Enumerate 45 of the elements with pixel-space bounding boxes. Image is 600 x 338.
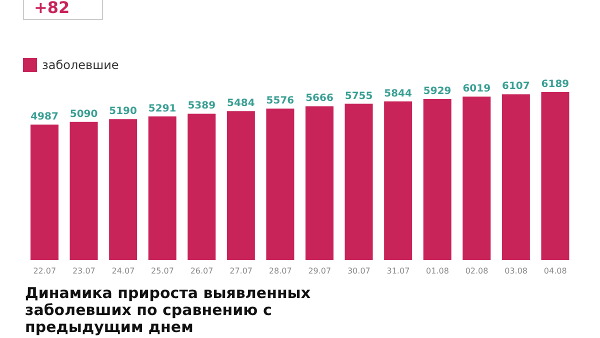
data-label: 5666 [306, 93, 334, 104]
bar [226, 111, 255, 260]
x-tick-label: 04.08 [544, 266, 567, 276]
data-label: 6019 [462, 84, 491, 95]
data-label: 6107 [502, 81, 530, 92]
bar [109, 119, 138, 260]
x-tick-label: 01.08 [426, 266, 449, 276]
legend-label: заболевшие [42, 57, 119, 73]
x-tick-label: 27.07 [230, 266, 253, 276]
bar [344, 104, 373, 260]
data-label: 5929 [423, 86, 452, 98]
data-label: 4987 [30, 112, 58, 123]
data-label: 5484 [227, 98, 255, 110]
bar [423, 99, 452, 260]
data-label: 5389 [188, 100, 216, 112]
bar [462, 96, 491, 260]
x-tick-label: 23.07 [72, 266, 96, 276]
bar [306, 106, 334, 260]
text: Динамика прироста выявленных заболевших по сравнению с предыдущим днем [25, 284, 312, 336]
bar [30, 124, 58, 260]
x-tick-label: 31.07 [386, 266, 410, 276]
bar [70, 122, 98, 260]
x-tick-label: 02.08 [465, 266, 488, 276]
x-tick-label: 28.07 [268, 266, 292, 276]
bar [502, 94, 530, 260]
x-tick-label: 30.07 [347, 266, 370, 276]
data-label: 5190 [109, 106, 138, 118]
data-label: 5755 [344, 90, 373, 102]
bar [541, 92, 570, 260]
bar [188, 114, 216, 260]
x-tick-label: 26.07 [190, 266, 214, 276]
data-label: 5576 [266, 96, 294, 107]
x-tick-label: 25.07 [151, 266, 174, 276]
x-tick-label: 22.07 [33, 266, 56, 276]
x-tick-label: 03.08 [504, 266, 528, 276]
data-label: 6189 [541, 79, 570, 90]
x-tick-label: 24.07 [112, 266, 135, 276]
bar [384, 101, 412, 260]
data-label: 5291 [148, 103, 176, 114]
data-label: 5090 [70, 108, 98, 120]
x-tick-label: 29.07 [308, 266, 332, 276]
bar [148, 116, 176, 260]
text: +82 [23, 0, 103, 20]
data-label: 5844 [384, 88, 412, 100]
bar [266, 108, 294, 260]
